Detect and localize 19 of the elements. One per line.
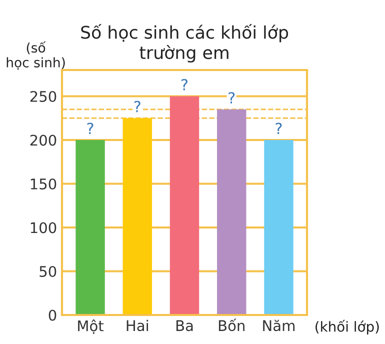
y-tick-label: 200 xyxy=(30,134,56,146)
data-label: ? xyxy=(87,122,94,134)
y-tick-label: 100 xyxy=(30,222,56,234)
data-label: ? xyxy=(228,92,235,104)
x-tick-label: Năm xyxy=(263,320,295,332)
y-tick-label: 0 xyxy=(48,310,56,321)
chart-title: Số học sinh các khối lớp trường em xyxy=(81,24,288,62)
x-tick-label: Bốn xyxy=(218,318,244,332)
data-label: ? xyxy=(276,122,282,134)
x-axis-title: (khối lớp) xyxy=(316,320,379,335)
y-tick-label: 250 xyxy=(30,90,56,102)
y-axis-title: (số học sinh) xyxy=(6,41,65,70)
data-label: ? xyxy=(134,100,140,112)
y-tick-label: 50 xyxy=(40,266,56,277)
y-tick-label: 150 xyxy=(30,178,56,190)
x-tick-label: Hai xyxy=(126,320,148,332)
x-tick-label: Một xyxy=(78,320,104,334)
x-tick-label: Ba xyxy=(176,320,193,332)
data-label: ? xyxy=(182,78,188,90)
